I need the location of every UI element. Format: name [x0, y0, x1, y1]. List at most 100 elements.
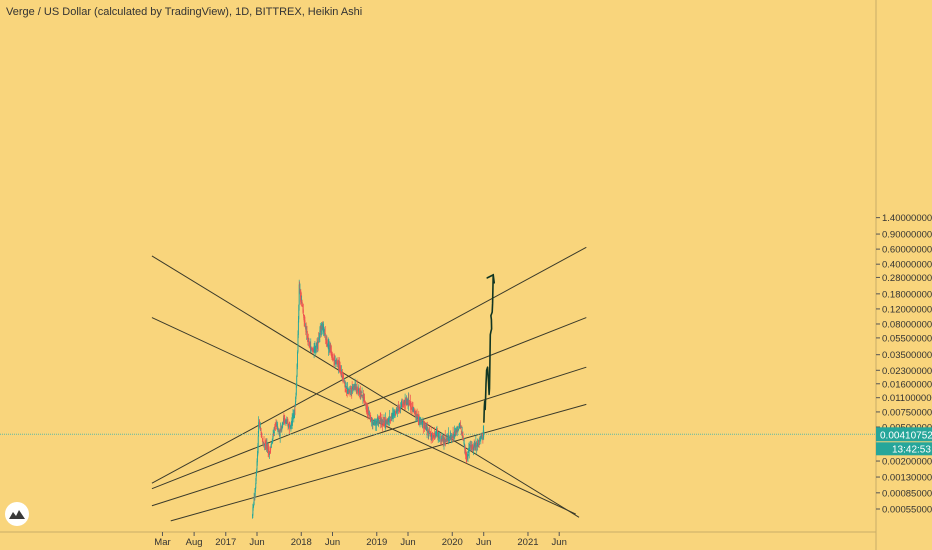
candle-body — [453, 433, 454, 436]
candle-body — [380, 417, 382, 422]
candle-body — [377, 417, 379, 421]
candle-body — [475, 441, 477, 447]
candle-body — [400, 403, 402, 405]
time-tick-label: Jun — [476, 537, 491, 548]
candle-body — [286, 420, 288, 422]
candle-body — [350, 391, 352, 393]
candle-body — [290, 426, 292, 428]
candle-body — [406, 402, 408, 405]
candle-body — [463, 441, 465, 443]
candle-body — [430, 433, 432, 437]
candle-body — [300, 293, 302, 301]
candle-body — [421, 420, 423, 422]
candle-body — [319, 335, 320, 337]
candle-body — [337, 360, 339, 364]
candle-body — [309, 343, 310, 344]
candle-body — [467, 454, 469, 457]
candle-body — [361, 391, 363, 394]
countdown-label: 13:42:53 — [892, 444, 931, 455]
candle-body — [399, 408, 401, 409]
price-tick-label: 0.000550000 — [882, 505, 932, 516]
candle-body — [400, 404, 402, 407]
candle-body — [333, 359, 335, 361]
candle-body — [269, 450, 271, 452]
tradingview-logo[interactable] — [5, 502, 29, 526]
candle-body — [377, 422, 379, 424]
price-tick-label: 0.035000000 — [882, 350, 932, 361]
candle-body — [366, 408, 368, 410]
price-axis-bg — [876, 0, 932, 550]
candle-body — [257, 444, 259, 455]
candle-body — [292, 420, 294, 423]
candle-body — [457, 428, 459, 431]
candle-body — [448, 439, 450, 441]
candle-body — [473, 444, 475, 449]
candle-body — [344, 382, 346, 388]
time-tick-label: 2018 — [291, 537, 312, 548]
candle-body — [455, 430, 457, 433]
candle-body — [289, 425, 291, 427]
candle-body — [365, 402, 367, 409]
candle-body — [419, 418, 421, 422]
candle-body — [253, 504, 255, 506]
candle-body — [345, 390, 347, 392]
candle-body — [268, 450, 270, 454]
candle-body — [305, 329, 307, 332]
price-tick-label: 0.002000000 — [882, 457, 932, 468]
candle-body — [328, 344, 330, 349]
price-tick-label: 0.080000000 — [882, 319, 932, 330]
candle-body — [348, 390, 350, 392]
candle-body — [286, 422, 288, 424]
candle-body — [414, 412, 416, 415]
candle-body — [454, 430, 456, 432]
candle-body — [458, 426, 460, 428]
candle-body — [264, 444, 266, 446]
candle-body — [448, 438, 450, 440]
candle-body — [439, 437, 441, 439]
candle-body — [422, 421, 424, 425]
candle-body — [436, 433, 438, 435]
candle-body — [481, 437, 483, 439]
candle-body — [405, 400, 407, 403]
candle-body — [302, 309, 304, 313]
candle-body — [386, 422, 388, 424]
candle-body — [434, 435, 436, 436]
candles — [251, 279, 485, 519]
candle-body — [402, 402, 404, 405]
candle-body — [273, 431, 275, 433]
time-tick-label: 2019 — [366, 537, 387, 548]
time-tick-label: 2020 — [442, 537, 463, 548]
candle-body — [443, 436, 445, 443]
candle-body — [343, 379, 345, 382]
candle-body — [347, 393, 349, 394]
candle-body — [427, 429, 429, 430]
candle-body — [374, 420, 376, 422]
candle-body — [389, 417, 391, 418]
candle-body — [476, 443, 478, 445]
price-tick-label: 0.900000000 — [882, 230, 932, 241]
candle-body — [465, 452, 467, 455]
candle-body — [453, 431, 455, 433]
candle-body — [460, 424, 461, 429]
candle-body — [431, 435, 433, 438]
candle-body — [277, 426, 279, 429]
candle-body — [429, 431, 431, 436]
candle-body — [339, 366, 341, 373]
candle-body — [414, 409, 416, 414]
candle-body — [271, 443, 272, 445]
candle-body — [259, 426, 261, 428]
price-tick-label: 0.120000000 — [882, 304, 932, 315]
candle-body — [263, 444, 265, 445]
candle-body — [310, 348, 312, 351]
candle-body — [271, 443, 273, 445]
candle-body — [326, 344, 328, 346]
candle-body — [276, 423, 278, 426]
current-price-label: 0.00410752 — [880, 430, 932, 441]
candle-body — [370, 420, 372, 422]
price-tick-label: 0.180000000 — [882, 289, 932, 300]
candle-body — [367, 408, 369, 414]
candle-body — [334, 359, 336, 363]
candle-body — [416, 416, 418, 419]
candle-body — [270, 448, 272, 451]
candle-body — [317, 342, 319, 344]
